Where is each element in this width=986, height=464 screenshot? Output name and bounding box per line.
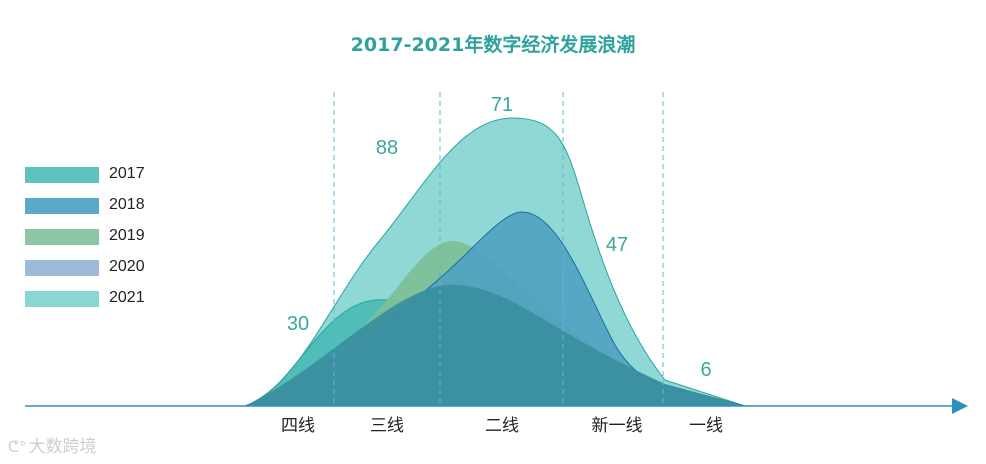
- x-axis: [25, 398, 968, 414]
- legend-swatch: [25, 291, 99, 307]
- legend-label: 2017: [109, 165, 145, 182]
- data-value-labels: 30 88 71 47 6: [287, 94, 712, 381]
- chart-title: 2017-2021年数字经济发展浪潮: [350, 34, 636, 56]
- x-axis-arrow-icon: [952, 398, 968, 414]
- weibo-icon: ᕦ°: [8, 438, 27, 456]
- watermark-text: 大数跨境: [28, 437, 97, 457]
- legend-label: 2021: [109, 289, 145, 306]
- legend-swatch: [25, 229, 99, 245]
- wave-2020-area: [245, 284, 745, 406]
- legend-label: 2019: [109, 227, 145, 244]
- tick-label-2: 三线: [370, 416, 404, 436]
- tick-label-5: 一线: [689, 416, 723, 436]
- watermark: ᕦ° 大数跨境: [8, 432, 96, 457]
- category-divider-lines: [333, 92, 664, 406]
- legend-label: 2020: [109, 258, 145, 275]
- value-label-2: 88: [376, 137, 398, 159]
- tick-label-3: 二线: [485, 416, 519, 436]
- value-label-1: 30: [287, 313, 309, 335]
- tick-label-1: 四线: [281, 416, 315, 436]
- value-label-4: 47: [606, 234, 628, 256]
- legend-label: 2018: [109, 196, 145, 213]
- value-label-5: 6: [700, 359, 711, 381]
- category-tick-labels: 四线 三线 二线 新一线 一线: [281, 416, 723, 436]
- value-label-3: 71: [491, 94, 513, 116]
- legend-swatch: [25, 167, 99, 183]
- tick-label-4: 新一线: [592, 416, 643, 436]
- legend-swatch: [25, 260, 99, 276]
- legend-swatch: [25, 198, 99, 214]
- wave-areas: [244, 117, 746, 407]
